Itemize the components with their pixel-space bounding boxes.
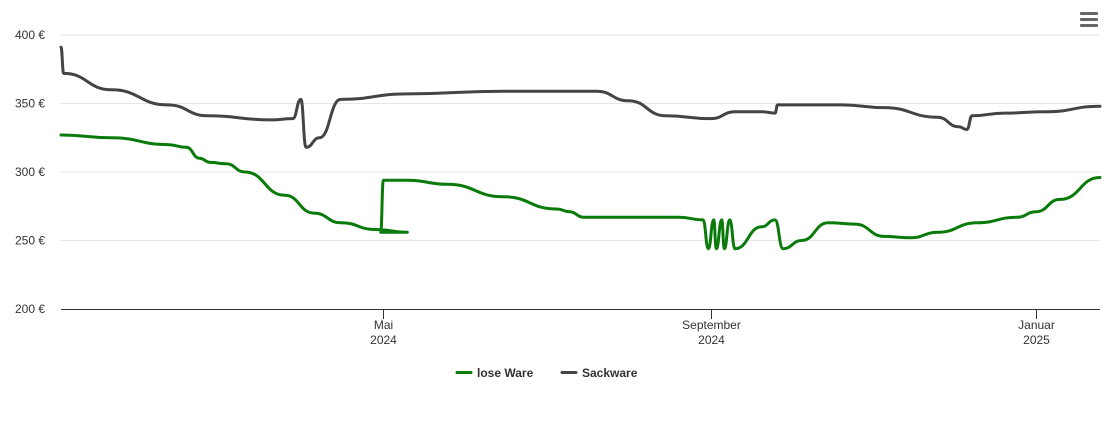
legend-label-0: lose Ware: [477, 366, 534, 380]
x-tick-year-label: 2025: [1023, 333, 1050, 347]
x-tick-month-label: September: [682, 318, 741, 332]
x-tick-year-label: 2024: [698, 333, 725, 347]
y-tick-label: 250 €: [15, 234, 45, 248]
series-line-1: [59, 45, 1102, 149]
series-line-0: [59, 133, 1102, 251]
grid-lines: [61, 34, 1100, 241]
legend: lose Ware Sackware: [455, 366, 638, 380]
y-tick-label: 400 €: [15, 28, 45, 42]
legend-label-1: Sackware: [582, 366, 638, 380]
hamburger-menu-icon-bar: [1080, 18, 1098, 21]
x-tick-month-label: Mai: [374, 318, 393, 332]
axes: 200 €250 €300 €350 €400 €Mai2024Septembe…: [15, 28, 1100, 347]
series-lines: [59, 45, 1102, 251]
y-tick-label: 350 €: [15, 97, 45, 111]
hamburger-menu-icon-bar: [1080, 24, 1098, 27]
x-tick-year-label: 2024: [370, 333, 397, 347]
y-tick-label: 200 €: [15, 302, 45, 316]
hamburger-menu-icon: [1080, 12, 1098, 15]
chart-menu-button[interactable]: [1078, 12, 1100, 32]
y-tick-label: 300 €: [15, 165, 45, 179]
x-tick-month-label: Januar: [1018, 318, 1055, 332]
